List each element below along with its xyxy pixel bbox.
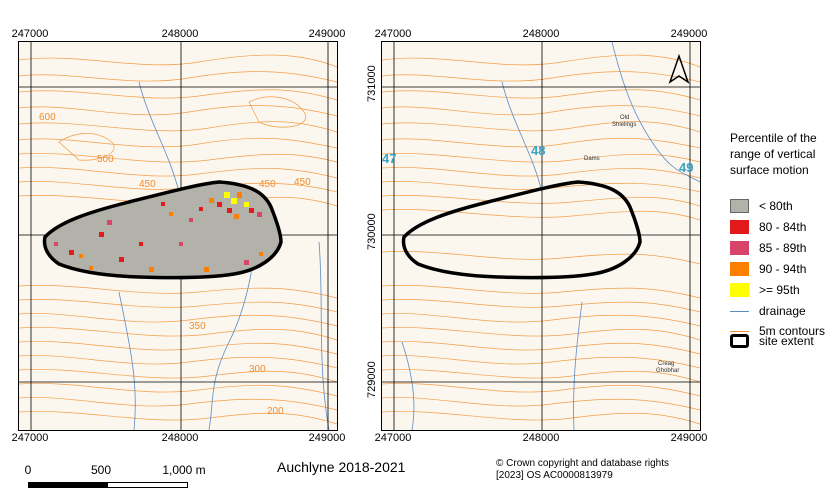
contour-label: 350 [189, 321, 206, 332]
legend-swatch [730, 262, 749, 276]
legend-label: 80 - 84th [759, 220, 807, 234]
contour-label: 450 [259, 179, 276, 190]
left-x-tick-bottom: 249000 [308, 432, 346, 444]
left-map-canvas: 600 500 450 450 450 350 300 200 [19, 42, 337, 430]
contour-label: 500 [97, 154, 114, 165]
right-drainage [401, 42, 700, 430]
copyright-notice: © Crown copyright and database rights [2… [496, 458, 669, 482]
map-title: Auchlyne 2018-2021 [277, 459, 406, 475]
legend-label: 90 - 94th [759, 262, 807, 276]
left-x-tick-top: 248000 [161, 28, 199, 40]
legend-swatch [730, 283, 749, 297]
north-arrow-icon [668, 53, 690, 84]
right-site-extent[interactable] [401, 180, 642, 280]
right-grid [382, 42, 700, 430]
legend-label: 85 - 89th [759, 241, 807, 255]
contour-label: 300 [249, 364, 266, 375]
legend-label: >= 95th [759, 283, 800, 297]
right-x-tick-top: 249000 [670, 28, 708, 40]
left-x-tick-bottom: 248000 [161, 432, 199, 444]
contour-label: 450 [294, 177, 311, 188]
copyright-line: © Crown copyright and database rights [496, 458, 670, 469]
scale-label: 1,000 m [162, 463, 206, 477]
right-y-tick: 731000 [366, 65, 378, 102]
right-x-tick-top: 248000 [522, 28, 560, 40]
legend-item: 85 - 89th [730, 240, 806, 256]
legend-item: drainage [730, 303, 806, 319]
contour-label: 450 [139, 179, 156, 190]
legend-line-swatch [730, 324, 749, 338]
left-x-tick-top: 249000 [308, 28, 346, 40]
right-x-tick-bottom: 247000 [374, 432, 412, 444]
legend-line-swatch [730, 304, 749, 318]
place-label: Creag [658, 361, 674, 367]
legend-item: >= 95th [730, 282, 800, 298]
legend-title: Percentile of the range of vertical surf… [730, 131, 817, 177]
grid-label: 49 [679, 160, 693, 175]
legend-item: 80 - 84th [730, 219, 806, 235]
left-motion-pixels [54, 192, 263, 272]
legend-extent-swatch [730, 334, 749, 348]
grid-label: 48 [531, 143, 545, 158]
left-x-tick-top: 247000 [11, 28, 49, 40]
right-y-tick: 730000 [366, 213, 378, 250]
right-x-tick-bottom: 249000 [670, 432, 708, 444]
scale-bar-filled [29, 483, 108, 487]
legend-swatch [730, 220, 749, 234]
scale-label: 500 [90, 463, 112, 477]
contour-label: 600 [39, 112, 56, 123]
place-label: Old [620, 115, 629, 121]
grid-label: 47 [382, 151, 396, 166]
place-label: Ghobhar [656, 368, 679, 374]
right-y-tick: 729000 [366, 361, 378, 398]
right-x-tick-bottom: 248000 [522, 432, 560, 444]
legend-item: < 80th [730, 198, 793, 214]
copyright-line: [2023] OS AC0000813979 [496, 470, 613, 481]
right-map[interactable]: 47 48 49 Old Shielings Dams Creag Ghobha… [381, 41, 701, 431]
right-contours [382, 54, 700, 425]
left-x-tick-bottom: 247000 [11, 432, 49, 444]
place-label: Shielings [612, 122, 636, 128]
legend-swatch [730, 241, 749, 255]
right-map-canvas: 47 48 49 Old Shielings Dams Creag Ghobha… [382, 42, 700, 430]
scale-bar [28, 482, 188, 488]
legend-label: drainage [759, 304, 806, 318]
legend-item: site extent [730, 333, 814, 349]
legend-item: 90 - 94th [730, 261, 806, 277]
legend-label: 5m contours [759, 324, 826, 338]
legend-label: < 80th [759, 199, 793, 213]
place-label: Dams [584, 156, 600, 162]
legend-item: 5m contours [730, 323, 825, 339]
left-map[interactable]: 600 500 450 450 450 350 300 200 [18, 41, 338, 431]
legend-swatch [730, 199, 749, 213]
scale-label: 0 [24, 463, 32, 477]
left-contours [19, 54, 337, 425]
contour-label: 200 [267, 406, 284, 417]
right-x-tick-top: 247000 [374, 28, 412, 40]
legend-label: site extent [759, 334, 814, 348]
